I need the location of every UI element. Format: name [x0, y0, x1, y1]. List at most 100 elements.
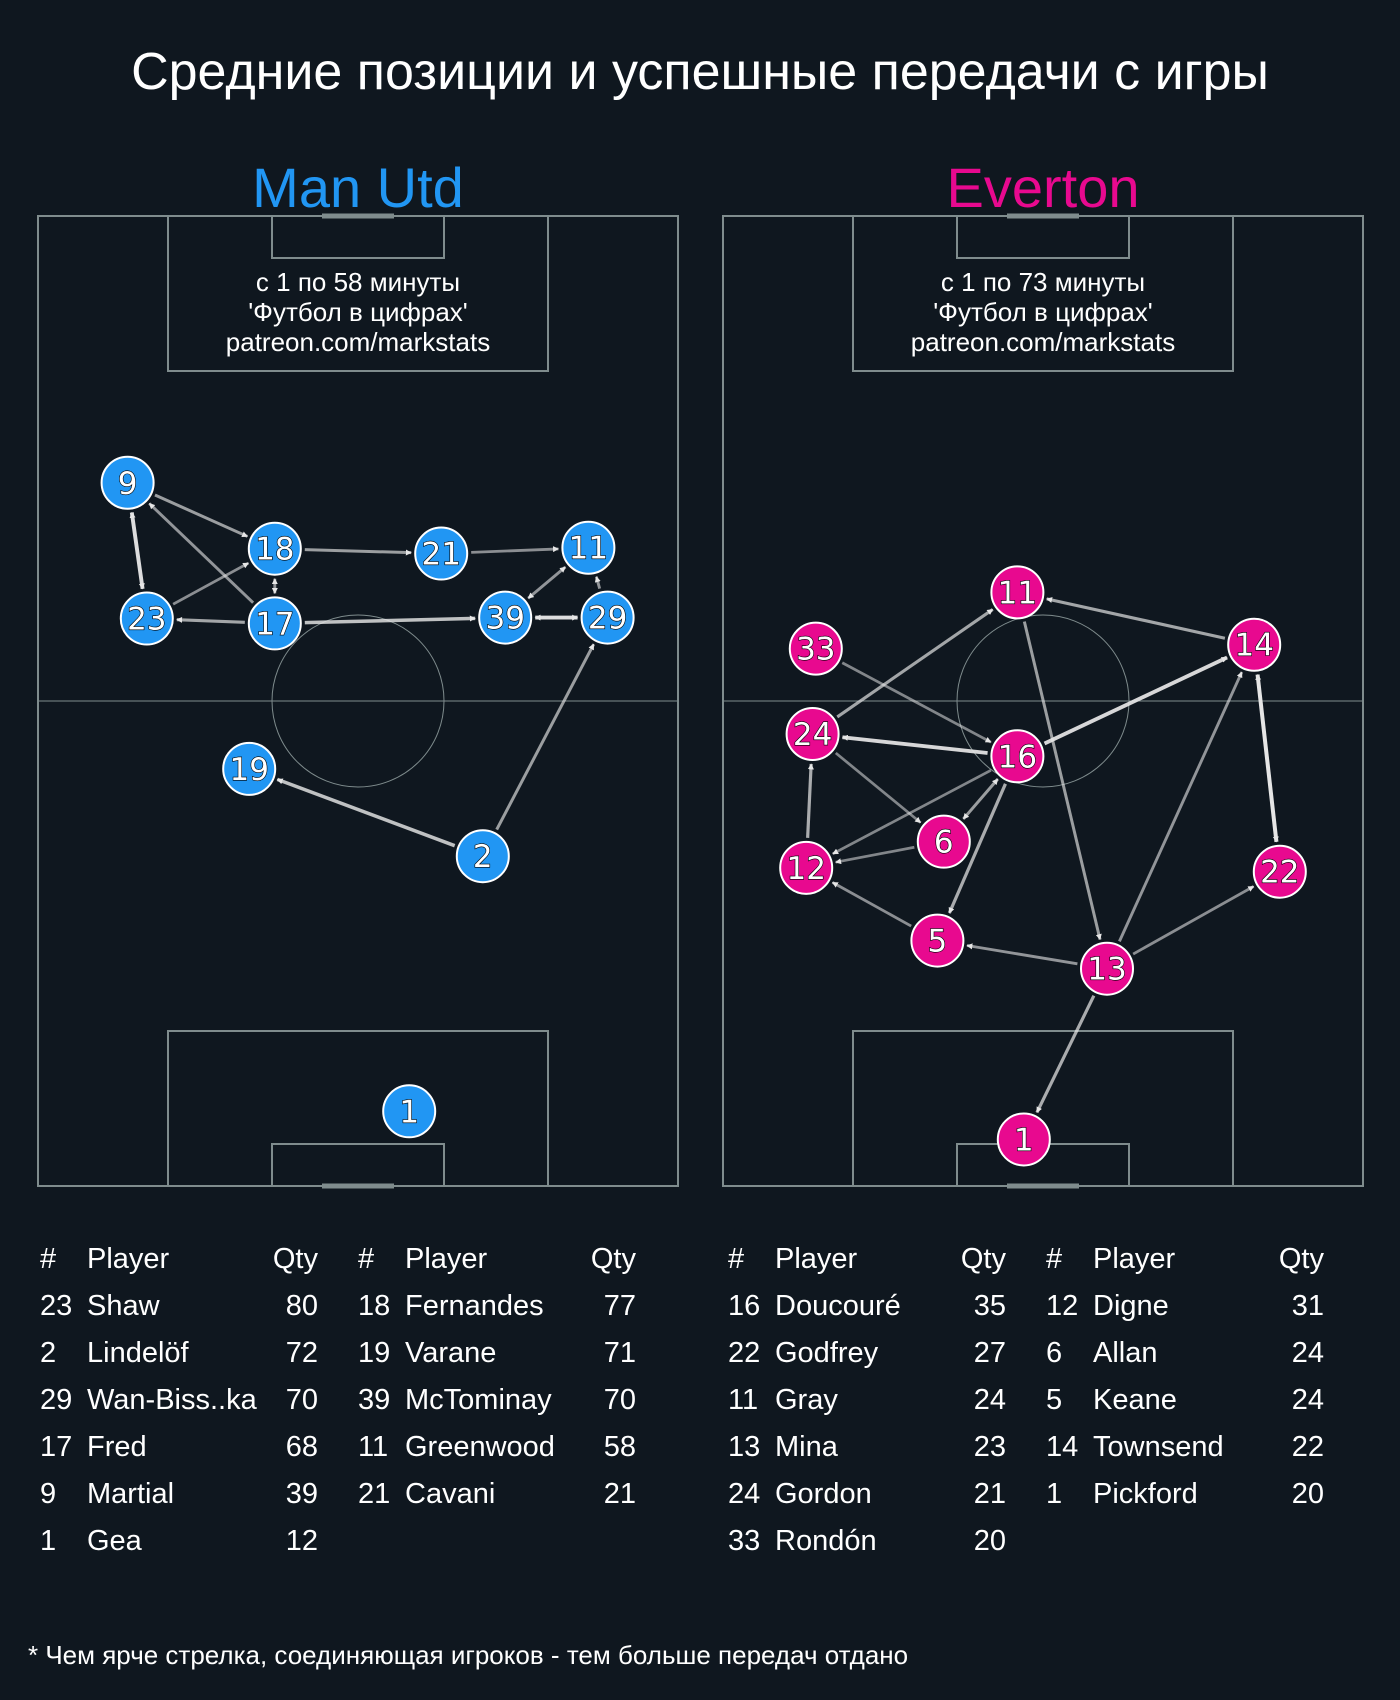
pitch-info-text: с 1 по 73 минуты	[941, 267, 1145, 297]
player-number-label: 24	[793, 717, 832, 753]
roster-row: 29 Wan-Biss..ka 70	[40, 1377, 318, 1424]
player-marker	[785, 706, 840, 761]
roster-num: 39	[358, 1384, 391, 1416]
roster-row: 13 Mina 23	[728, 1424, 1006, 1471]
player-node: 5	[910, 913, 965, 968]
goal-area-top	[956, 215, 1130, 259]
roster-table-everton-2: # Player Qty 12 Digne 31 6 Allan 24 5 Keane 24 14…	[1046, 1236, 1324, 1518]
roster-row: 5 Keane 24	[1046, 1377, 1324, 1424]
roster-num: 1	[40, 1525, 57, 1557]
pitch-info-text: 'Футбол в цифрах'	[933, 297, 1153, 327]
pass-arrow	[1118, 671, 1244, 943]
header-player: Player	[405, 1243, 488, 1275]
roster-qty: 20	[1291, 1478, 1324, 1510]
pass-arrow	[1022, 621, 1102, 941]
roster-row: 11 Gray 24	[728, 1377, 1006, 1424]
player-node: 1	[996, 1112, 1051, 1167]
pitch-info-text: 'Футбол в цифрах'	[248, 297, 468, 327]
roster-player: Gea	[87, 1525, 142, 1557]
roster-row: 17 Fred 68	[40, 1424, 318, 1471]
player-number-label: 6	[934, 825, 954, 861]
player-marker	[996, 1112, 1051, 1167]
pass-arrow	[594, 576, 602, 590]
roster-player: Digne	[1093, 1290, 1169, 1322]
roster-row: 1 Gea 12	[40, 1518, 318, 1565]
roster-qty: 80	[285, 1290, 318, 1322]
pass-arrow	[304, 548, 412, 556]
player-marker	[910, 913, 965, 968]
player-number-label: 5	[928, 924, 948, 960]
player-node: 22	[1252, 844, 1307, 899]
player-number-label: 11	[998, 575, 1037, 611]
pass-arrow	[947, 783, 1007, 914]
player-number-label: 1	[1014, 1122, 1034, 1158]
roster-row: 1 Pickford 20	[1046, 1471, 1324, 1518]
pass-arrow	[835, 845, 915, 865]
roster-qty: 23	[973, 1431, 1006, 1463]
player-marker	[788, 621, 843, 676]
roster-table-man-utd-2: # Player Qty 18 Fernandes 77 19 Varane 71 39 Mc…	[358, 1236, 636, 1518]
pitch-info-text: patreon.com/markstats	[911, 327, 1175, 357]
roster-qty: 24	[1291, 1384, 1324, 1416]
header-num: #	[358, 1243, 375, 1275]
roster-player: Greenwood	[405, 1431, 555, 1463]
roster-row: 6 Allan 24	[1046, 1330, 1324, 1377]
roster-player: Godfrey	[775, 1337, 879, 1369]
pass-arrow	[495, 643, 596, 831]
roster-player: Fernandes	[405, 1290, 544, 1322]
pass-arrow	[1043, 655, 1228, 746]
roster-row: 11 Greenwood 58	[358, 1424, 636, 1471]
player-node: 1	[382, 1084, 437, 1139]
pass-arrow	[276, 777, 456, 848]
player-node: 9	[100, 455, 155, 510]
roster-player: Doucouré	[775, 1290, 901, 1322]
player-node: 21	[414, 526, 469, 581]
roster-qty: 35	[973, 1290, 1006, 1322]
roster-qty: 68	[285, 1431, 318, 1463]
roster-num: 14	[1046, 1431, 1079, 1463]
player-marker	[1227, 617, 1282, 672]
player-marker	[222, 741, 277, 796]
roster-player: Varane	[405, 1337, 497, 1369]
roster-row: 14 Townsend 22	[1046, 1424, 1324, 1471]
roster-num: 24	[728, 1478, 761, 1510]
roster-qty: 22	[1291, 1431, 1324, 1463]
pitch-everton: с 1 по 73 минуты'Футбол в цифрах'patreon…	[722, 213, 1364, 1189]
roster-qty: 24	[1291, 1337, 1324, 1369]
roster-num: 6	[1046, 1337, 1063, 1369]
roster-num: 1	[1046, 1478, 1063, 1510]
pass-arrow	[129, 511, 145, 590]
player-node: 2	[455, 829, 510, 884]
player-marker	[478, 590, 533, 645]
roster-num: 22	[728, 1337, 761, 1369]
header-qty: Qty	[590, 1243, 636, 1275]
player-marker	[100, 455, 155, 510]
player-node: 12	[779, 840, 834, 895]
roster-row: 9 Martial 39	[40, 1471, 318, 1518]
player-number-label: 18	[255, 532, 294, 568]
pass-arrow	[836, 608, 994, 719]
player-node: 39	[478, 590, 533, 645]
pass-arrow	[1035, 994, 1096, 1114]
pitch-info-text: patreon.com/markstats	[226, 327, 490, 357]
roster-num: 2	[40, 1337, 57, 1369]
roster-num: 23	[40, 1290, 73, 1322]
player-node: 23	[119, 591, 174, 646]
pitch-info-text: с 1 по 58 минуты	[256, 267, 460, 297]
roster-player: Fred	[87, 1431, 147, 1463]
roster-num: 17	[40, 1431, 73, 1463]
pass-arrow	[966, 943, 1078, 966]
roster-row: 19 Varane 71	[358, 1330, 636, 1377]
header-qty: Qty	[1278, 1243, 1324, 1275]
player-number-label: 19	[229, 752, 268, 788]
pass-arrow	[172, 561, 250, 606]
roster-player: Mina	[775, 1431, 838, 1463]
roster-num: 9	[40, 1478, 57, 1510]
pass-arrow	[1132, 885, 1255, 956]
goal-area-bottom	[271, 1143, 445, 1187]
roster-qty: 70	[603, 1384, 636, 1416]
pass-arrow	[304, 615, 476, 625]
roster-qty: 58	[603, 1431, 636, 1463]
roster-qty: 72	[285, 1337, 318, 1369]
header-qty: Qty	[960, 1243, 1006, 1275]
